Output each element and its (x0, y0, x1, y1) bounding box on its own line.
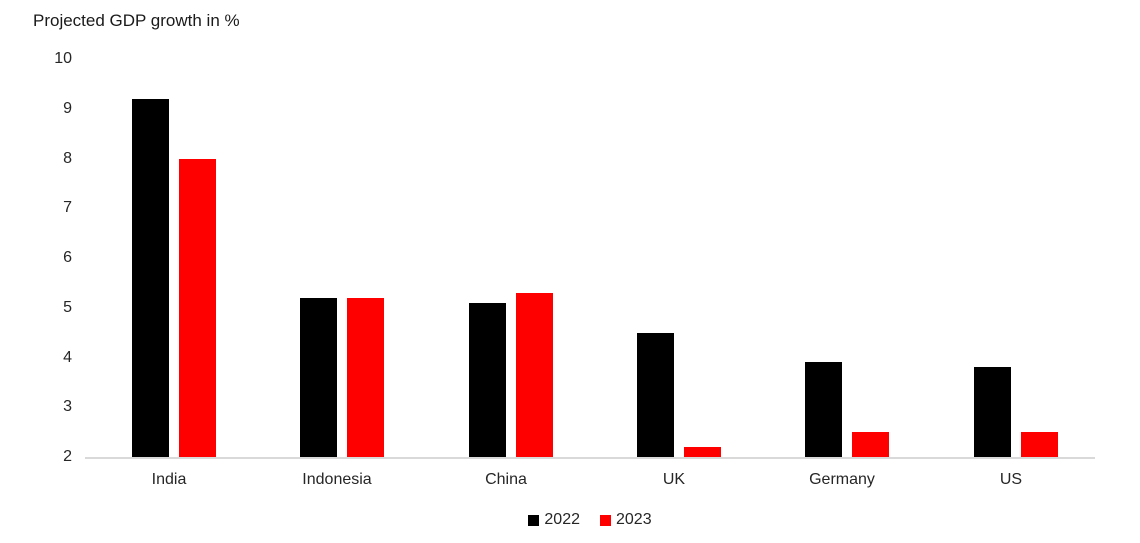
y-tick-label: 3 (63, 398, 72, 416)
y-tick-label: 8 (63, 149, 72, 167)
y-tick-label: 9 (63, 99, 72, 117)
bar-2022-uk (637, 333, 674, 457)
bar-2022-china (469, 303, 506, 457)
bar-2023-india (179, 159, 216, 458)
bar-2023-uk (684, 447, 721, 457)
y-tick-label: 5 (63, 298, 72, 316)
bar-2023-germany (852, 432, 889, 457)
bar-2022-us (974, 367, 1011, 457)
x-axis-baseline (85, 457, 1095, 459)
category-label-china: China (485, 471, 527, 488)
legend-item-2022: 2022 (528, 511, 580, 529)
bar-2022-india (132, 99, 169, 457)
y-tick-label: 6 (63, 249, 72, 266)
legend-label-2023: 2023 (616, 511, 652, 528)
bar-2023-us (1021, 432, 1058, 457)
category-label-india: India (151, 471, 187, 488)
y-tick-label: 2 (63, 448, 72, 465)
chart-legend: 2022 2023 (85, 511, 1095, 529)
legend-item-2023: 2023 (600, 511, 652, 529)
legend-swatch-2022 (528, 514, 540, 526)
bar-2022-germany (805, 362, 842, 457)
y-tick-label: 7 (63, 199, 72, 217)
category-label-germany: Germany (809, 471, 875, 488)
bar-2023-indonesia (347, 298, 384, 457)
y-tick-label: 4 (63, 348, 72, 366)
y-tick-label: 10 (54, 50, 72, 67)
legend-swatch-2023 (600, 514, 611, 526)
category-label-uk: UK (662, 471, 686, 488)
category-label-us: US (999, 471, 1023, 488)
chart-title: Projected GDP growth in % (33, 11, 240, 30)
bar-2023-china (516, 293, 553, 457)
bar-2022-indonesia (300, 298, 337, 457)
legend-label-2022: 2022 (544, 511, 580, 528)
category-label-indonesia: Indonesia (302, 471, 372, 488)
